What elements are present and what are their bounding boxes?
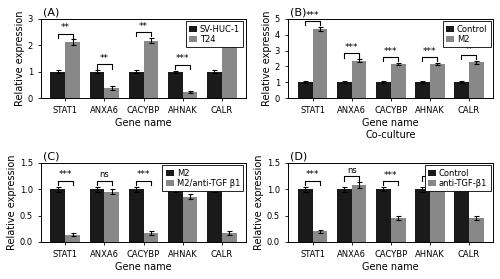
Text: (C): (C) xyxy=(43,151,60,161)
Text: ***: *** xyxy=(345,43,358,52)
Y-axis label: Relative expression: Relative expression xyxy=(254,155,264,250)
Bar xyxy=(390,64,406,98)
Bar xyxy=(50,72,66,98)
X-axis label: Gene name
Co-culture: Gene name Co-culture xyxy=(362,118,419,140)
Bar xyxy=(104,192,120,242)
Bar xyxy=(182,197,198,242)
Bar xyxy=(182,92,198,98)
Text: **: ** xyxy=(139,22,148,31)
Bar xyxy=(352,185,366,242)
Bar xyxy=(469,62,484,98)
Legend: SV-HUC-1, T24: SV-HUC-1, T24 xyxy=(186,21,244,47)
Text: ns: ns xyxy=(347,166,356,175)
Text: (B): (B) xyxy=(290,7,307,17)
Bar xyxy=(66,42,80,98)
Bar xyxy=(207,189,222,242)
Bar xyxy=(144,40,158,98)
Y-axis label: Relative expression: Relative expression xyxy=(14,11,24,106)
Bar xyxy=(337,189,351,242)
Legend: M2, M2/anti-TGF β1: M2, M2/anti-TGF β1 xyxy=(162,165,244,191)
Text: (A): (A) xyxy=(43,7,60,17)
Bar xyxy=(298,189,312,242)
Bar xyxy=(222,39,236,98)
Bar xyxy=(454,82,469,98)
Bar xyxy=(90,189,104,242)
Bar xyxy=(390,218,406,242)
Bar xyxy=(312,231,328,242)
Text: ***: *** xyxy=(306,170,320,179)
Bar xyxy=(144,233,158,242)
Bar xyxy=(66,235,80,242)
Text: ***: *** xyxy=(176,54,190,64)
Text: **: ** xyxy=(100,54,109,63)
Bar xyxy=(454,189,469,242)
Legend: Control, anti-TGF-β1: Control, anti-TGF-β1 xyxy=(424,165,490,191)
Bar xyxy=(430,185,444,242)
Bar xyxy=(337,82,351,98)
Text: **: ** xyxy=(61,23,70,32)
Text: ***: *** xyxy=(384,171,398,180)
Bar xyxy=(222,233,236,242)
Y-axis label: Relative expression: Relative expression xyxy=(7,155,17,250)
Bar xyxy=(50,189,66,242)
Text: ns: ns xyxy=(425,166,434,175)
Bar xyxy=(90,72,104,98)
Text: ***: *** xyxy=(137,170,150,179)
Bar xyxy=(430,64,444,98)
Text: **: ** xyxy=(464,45,473,54)
Bar xyxy=(415,189,430,242)
Bar xyxy=(168,189,182,242)
Text: ***: *** xyxy=(58,170,72,179)
Bar xyxy=(207,72,222,98)
Text: ns: ns xyxy=(100,170,110,179)
Text: ***: *** xyxy=(306,11,320,20)
Bar xyxy=(298,82,312,98)
Text: (D): (D) xyxy=(290,151,308,161)
Bar xyxy=(376,189,390,242)
Text: ***: *** xyxy=(215,170,228,179)
Text: ***: *** xyxy=(462,171,475,180)
Bar xyxy=(415,82,430,98)
Y-axis label: Relative expression: Relative expression xyxy=(262,11,272,106)
X-axis label: Gene name: Gene name xyxy=(115,262,172,272)
Text: ***: *** xyxy=(215,21,228,30)
Bar xyxy=(104,88,120,98)
Bar xyxy=(352,61,366,98)
Text: ***: *** xyxy=(423,47,436,56)
Bar xyxy=(312,29,328,98)
Bar xyxy=(376,82,390,98)
X-axis label: Gene name: Gene name xyxy=(115,118,172,128)
Legend: Control, M2: Control, M2 xyxy=(442,21,490,47)
Bar xyxy=(128,72,144,98)
Text: ***: *** xyxy=(384,47,398,56)
Bar xyxy=(469,218,484,242)
Text: ns: ns xyxy=(178,170,188,179)
Bar xyxy=(168,72,182,98)
X-axis label: Gene name: Gene name xyxy=(362,262,419,272)
Bar xyxy=(128,189,144,242)
